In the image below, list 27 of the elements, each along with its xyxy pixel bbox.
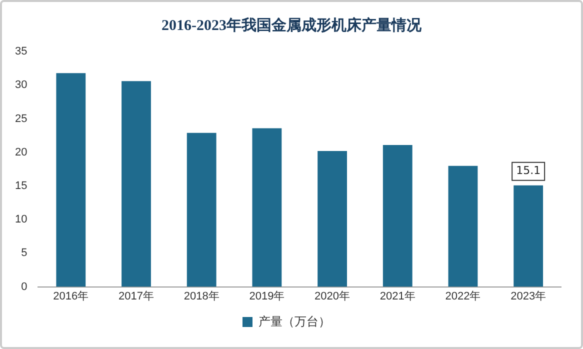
y-tick-label: 25 [14,112,28,125]
y-tick-label: 15 [14,180,28,192]
bar [318,151,347,287]
bar [514,185,544,287]
legend-label: 产量（万台） [258,314,330,328]
chart-title: 2016-2023年我国金属成形机床产量情况 [160,16,422,35]
x-tick-label: 2023年 [510,290,546,302]
x-tick-label: 2017年 [118,290,154,302]
bar [56,73,86,287]
y-tick-label: 30 [14,79,28,92]
bar [122,81,151,287]
y-tick-label: 0 [21,280,28,293]
x-tick-label: 2020年 [314,290,350,302]
bar [186,132,216,287]
y-tick-label: 10 [14,214,28,226]
x-tick-label: 2021年 [380,290,416,302]
x-tick-label: 2016年 [53,290,89,302]
y-tick-label: 20 [14,146,28,158]
y-tick-label: 35 [14,46,28,58]
bar [382,145,412,287]
bar [252,128,282,287]
data-label: 15.1 [516,164,541,178]
x-tick-label: 2018年 [184,290,220,302]
y-tick-label: 5 [21,247,28,260]
x-tick-label: 2022年 [445,290,481,302]
x-tick-label: 2019年 [249,290,285,302]
bar [448,166,478,287]
